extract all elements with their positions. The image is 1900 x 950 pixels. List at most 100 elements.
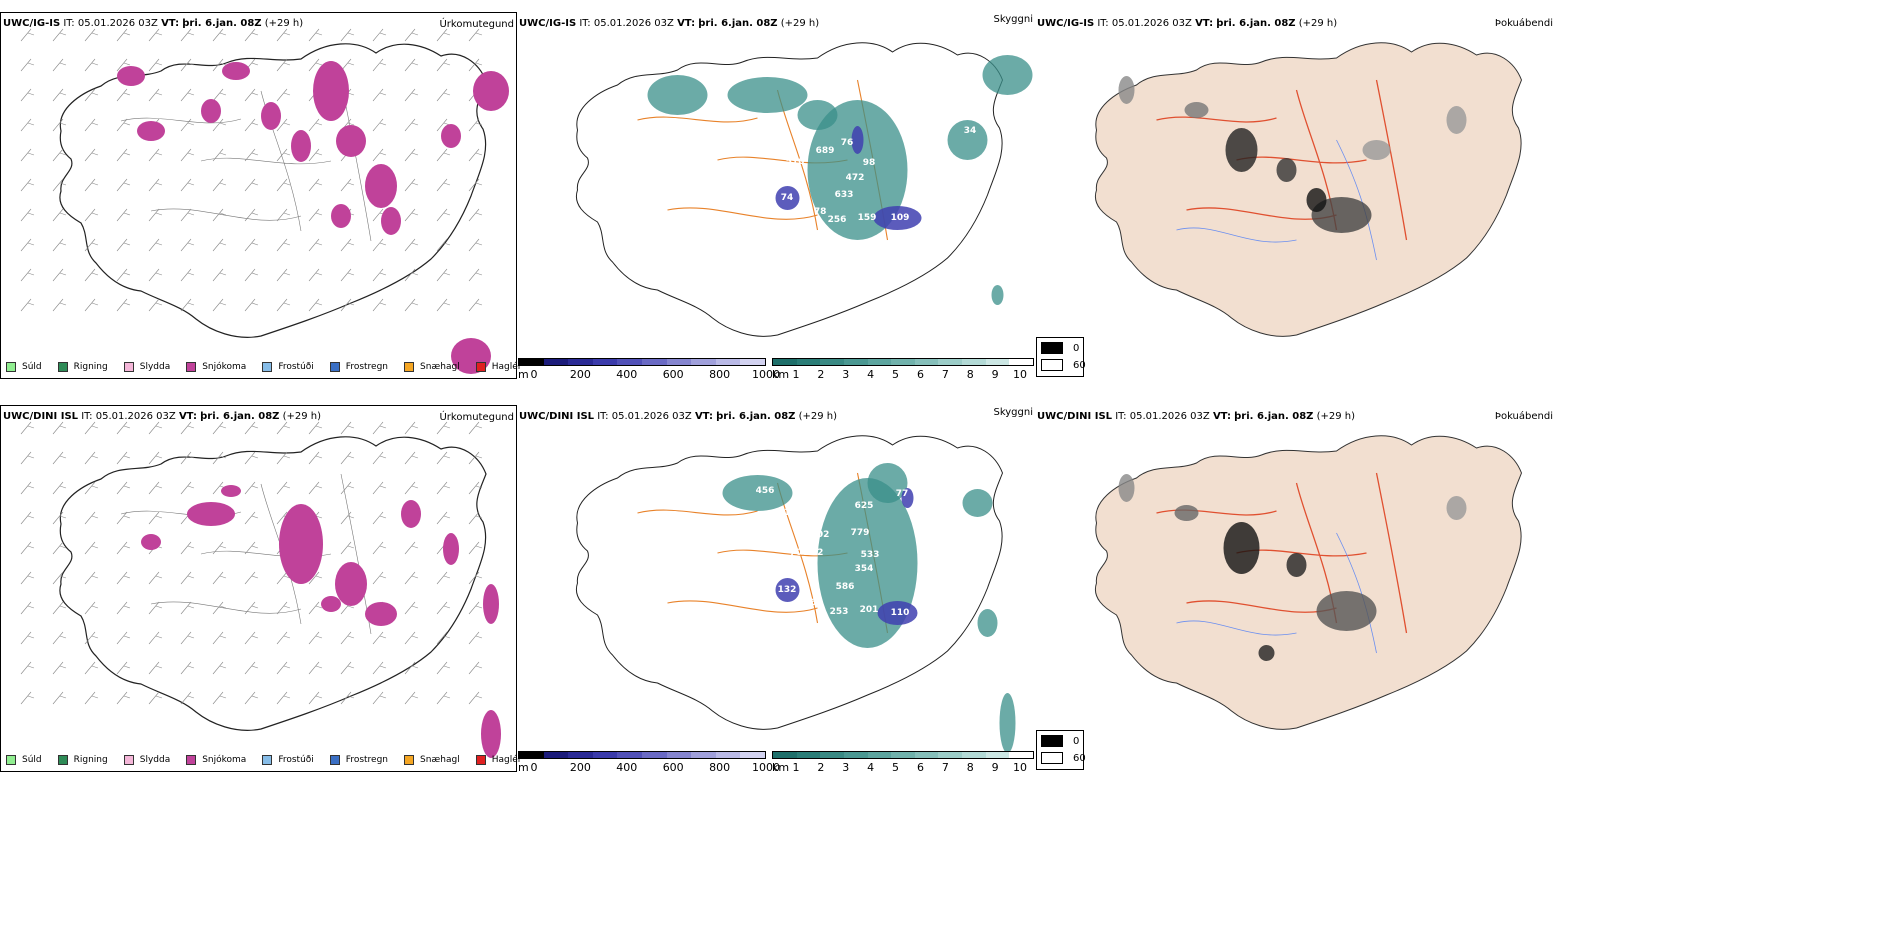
low-visibility-area <box>867 463 908 503</box>
init-time: 05.01.2026 03Z <box>593 18 674 29</box>
legend-swatch <box>186 362 197 372</box>
fog-index-area <box>1184 102 1209 118</box>
legend-label: Frostúði <box>278 362 314 372</box>
fog-map <box>1094 42 1523 337</box>
init-label: IT: <box>63 18 75 29</box>
fog-index-legend: 0 60 <box>1036 730 1086 770</box>
precip-type-legend: Súld Rigning Slydda Snjókoma Frostúði Frostre… <box>6 755 536 765</box>
fog-index-area <box>1225 128 1258 172</box>
legend-swatch <box>57 362 68 372</box>
colorbar-unit: km <box>772 368 790 381</box>
legend-label: Rigning <box>73 362 108 372</box>
low-visibility-area <box>977 609 998 637</box>
legend-item: 60 <box>1041 752 1086 764</box>
colorbar-tick: 200 <box>569 368 591 381</box>
legend-swatch <box>123 755 134 765</box>
fog-index-area <box>1286 553 1307 577</box>
snow-area <box>335 562 367 606</box>
snow-area <box>321 596 341 612</box>
colorbar-tick: 600 <box>662 761 684 774</box>
colorbar-scale <box>518 751 766 759</box>
cloud-base-label: 533 <box>860 550 880 560</box>
fog-index-panel: Þokuábendi UWC/DINI ISL IT: 05.01.2026 03… <box>1035 393 1555 772</box>
precip-type-panel: Úrkomutegund UWC/DINI ISL IT: 05.01.2026 … <box>0 405 517 772</box>
legend-label: 60 <box>1073 359 1086 371</box>
colorbar-tick: 7 <box>941 368 949 381</box>
lead-time: (+29 h) <box>1316 411 1356 422</box>
run-header: UWC/DINI ISL IT: 05.01.2026 03Z VT: þri.… <box>1037 411 1355 423</box>
cloud-base-label: 230 <box>904 196 924 206</box>
init-label: IT: <box>1115 411 1127 422</box>
fog-index-area <box>1446 496 1467 520</box>
legend-label: Snjókoma <box>202 755 247 765</box>
cloud-base-label: 34 <box>963 126 977 136</box>
cloud-base-label: 652 <box>804 548 824 558</box>
legend-swatch <box>404 755 415 765</box>
cloud-base-label: 456 <box>755 486 775 496</box>
init-label: IT: <box>579 18 591 29</box>
legend-label: Slydda <box>139 362 171 372</box>
legend-swatch <box>475 755 486 765</box>
cloud-base-label: 354 <box>854 564 874 574</box>
legend-label: Súld <box>22 755 42 765</box>
colorbar-tick: 6 <box>916 761 924 774</box>
snow-area <box>441 124 461 148</box>
colorbar-tick: 400 <box>616 761 638 774</box>
precip-type-panel: Úrkomutegund UWC/IG-IS IT: 05.01.2026 03Z… <box>0 12 517 379</box>
cloud-base-label: 472 <box>845 173 865 183</box>
forecast-row-dini-isl: Úrkomutegund UWC/DINI ISL IT: 05.01.2026 … <box>0 393 1900 775</box>
colorbar-tick: 6 <box>916 368 924 381</box>
snow-area <box>187 502 235 526</box>
low-visibility-area <box>807 100 908 240</box>
colorbar-tick: 10 <box>1013 368 1027 381</box>
low-visibility-area <box>797 100 838 130</box>
fog-index-area <box>1118 474 1135 502</box>
legend-swatch <box>262 362 273 372</box>
panel-title: Úrkomutegund <box>439 412 514 423</box>
low-cloud-area <box>877 601 918 625</box>
cloud-base-label: 256 <box>827 215 847 225</box>
cloud-base-label: 119 <box>777 508 797 518</box>
snow-area <box>201 99 221 123</box>
colorbar-tick: 1 <box>792 368 800 381</box>
colorbar-tick: 200 <box>569 761 591 774</box>
precip-map <box>20 421 501 758</box>
low-visibility-area <box>722 475 793 511</box>
run-header: UWC/IG-IS IT: 05.01.2026 03Z VT: þri. 6.… <box>1037 18 1337 30</box>
legend-label: Snæhagl <box>420 755 460 765</box>
precip-type-legend: Súld Rigning Slydda Snjókoma Frostúði Frostre… <box>6 362 536 372</box>
legend-swatch <box>1041 342 1063 354</box>
model-name: UWC/DINI ISL <box>519 411 595 422</box>
legend-item: Slydda <box>123 362 171 372</box>
legend-item: Súld <box>6 362 42 372</box>
cloud-base-label: 779 <box>850 528 870 538</box>
valid-time: þri. 6.jan. 08Z <box>1216 18 1296 29</box>
legend-swatch <box>329 755 340 765</box>
colorbar-tick: 0 <box>530 368 538 381</box>
visibility-map <box>575 435 1016 753</box>
snow-area <box>291 130 311 162</box>
legend-label: 60 <box>1073 752 1086 764</box>
legend-swatch <box>1041 735 1063 747</box>
colorbar-scale <box>772 751 1034 759</box>
colorbar-unit: m <box>518 761 529 774</box>
snow-area <box>443 533 459 565</box>
cloud-base-label: 76 <box>840 138 854 148</box>
colorbar-tick: 4 <box>867 761 875 774</box>
panel-title: Úrkomutegund <box>439 19 514 30</box>
snow-area <box>279 504 323 584</box>
legend-swatch <box>6 362 16 372</box>
legend-label: Rigning <box>73 755 108 765</box>
colorbar-tick: 4 <box>867 368 875 381</box>
low-visibility-area <box>999 693 1016 753</box>
low-visibility-area <box>982 55 1033 95</box>
cloud-base-label: 159 <box>857 213 877 223</box>
snow-area <box>331 204 351 228</box>
init-time: 05.01.2026 03Z <box>1129 411 1210 422</box>
colorbar-tick: 5 <box>892 368 900 381</box>
low-cloud-area <box>775 186 800 210</box>
fog-index-area <box>1362 140 1391 160</box>
cloud-base-label: 400 <box>837 80 857 90</box>
legend-label: Snæhagl <box>420 362 460 372</box>
colorbar-scale <box>772 358 1034 366</box>
